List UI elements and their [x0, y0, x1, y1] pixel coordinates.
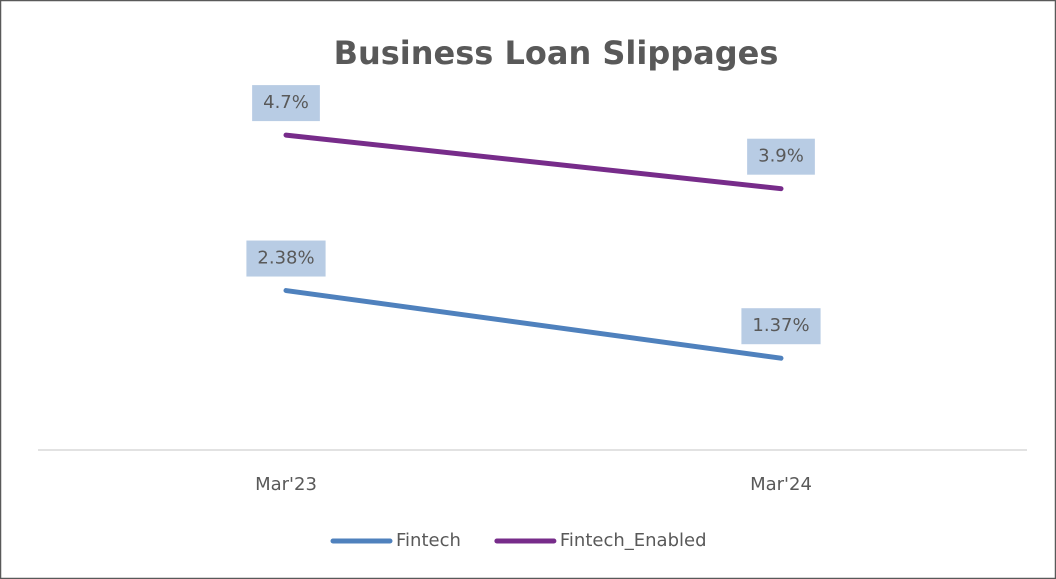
x-tick-label: Mar'24 — [750, 474, 812, 495]
line-series — [283, 132, 784, 192]
data-label: 3.9% — [758, 146, 804, 167]
data-label-box — [246, 240, 326, 277]
legend-label: Fintech_Enabled — [560, 530, 707, 551]
data-label: 4.7% — [263, 92, 309, 113]
legend-label: Fintech — [396, 530, 461, 551]
data-label-box — [741, 308, 821, 345]
line-series — [283, 288, 784, 361]
data-label-box — [252, 85, 320, 122]
data-label: 2.38% — [257, 248, 314, 269]
x-tick-label: Mar'23 — [255, 474, 317, 495]
data-label-box — [747, 138, 815, 175]
chart-title: Business Loan Slippages — [334, 34, 779, 72]
data-label: 1.37% — [752, 315, 809, 336]
